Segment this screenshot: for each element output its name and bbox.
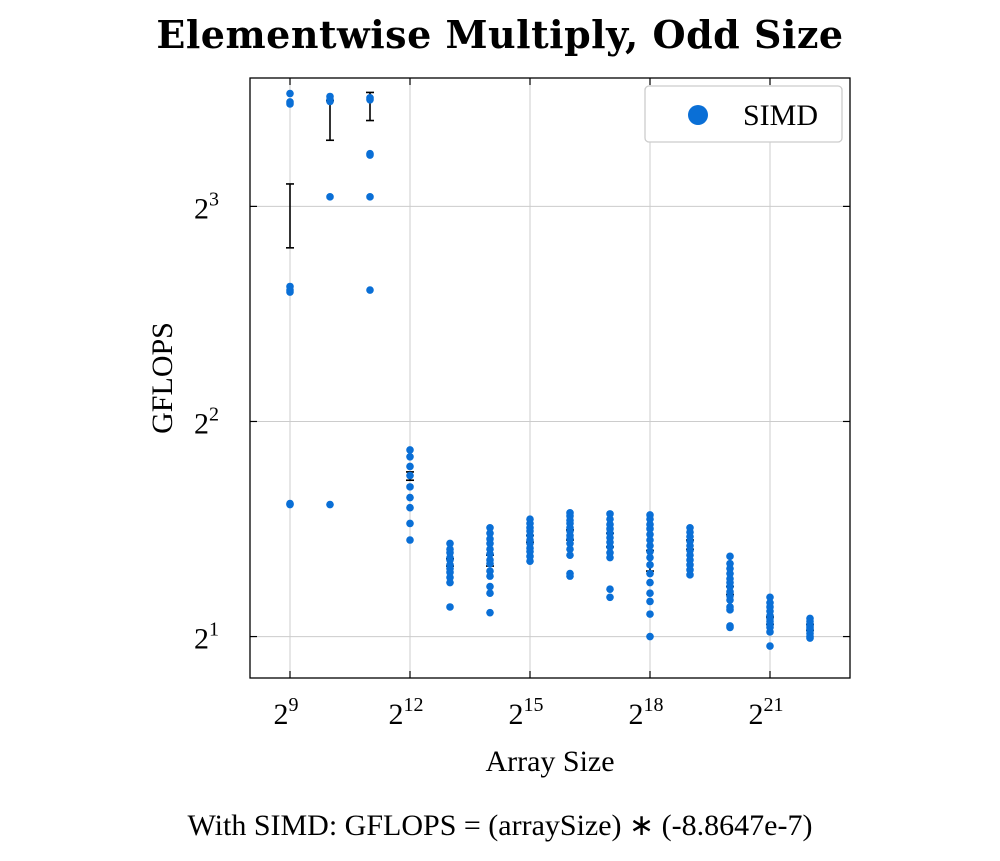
data-point <box>686 571 694 579</box>
grid-lines <box>250 78 850 678</box>
data-point <box>606 593 614 602</box>
data-point <box>726 552 734 561</box>
data-point <box>326 97 334 106</box>
data-point <box>566 572 574 580</box>
data-point <box>566 539 574 548</box>
data-point <box>446 603 454 611</box>
x-tick-label: 215 <box>509 694 544 731</box>
data-point <box>766 593 774 602</box>
y-tick-label: 23 <box>194 188 219 225</box>
data-point <box>286 89 294 98</box>
data-point <box>806 634 814 642</box>
data-point <box>406 503 414 512</box>
data-point <box>486 523 494 532</box>
x-tick-label: 212 <box>389 694 424 731</box>
data-point <box>486 589 494 597</box>
data-point <box>646 569 654 578</box>
x-tick-label: 29 <box>274 694 299 731</box>
data-point <box>526 557 534 565</box>
legend-label: SIMD <box>743 99 818 132</box>
data-point <box>486 572 494 580</box>
data-point <box>406 462 414 471</box>
data-point <box>646 530 654 539</box>
data-point <box>646 515 654 523</box>
data-point <box>486 550 494 558</box>
data-point <box>486 582 494 591</box>
legend-box <box>644 85 843 143</box>
data-point <box>646 547 654 556</box>
error-bar <box>286 183 294 249</box>
x-tick-label: 221 <box>749 694 784 731</box>
data-point <box>486 529 494 538</box>
data-point <box>406 452 414 461</box>
data-point <box>646 561 654 569</box>
data-point <box>726 606 734 614</box>
data-point <box>606 553 614 562</box>
data-point <box>606 543 614 551</box>
data-points <box>286 89 814 650</box>
data-point <box>286 500 294 509</box>
data-point <box>726 582 734 591</box>
plot-frame <box>249 77 851 679</box>
data-point <box>766 628 774 636</box>
y-tick-label: 21 <box>194 619 219 656</box>
data-point <box>646 578 654 587</box>
axis-ticks: 29 212 215 218 221 21 22 23 <box>194 78 850 731</box>
data-point <box>566 551 574 559</box>
data-point <box>446 539 454 548</box>
data-point <box>326 193 334 201</box>
data-point <box>406 493 414 502</box>
legend-marker <box>688 105 708 125</box>
data-point <box>406 519 414 528</box>
data-point <box>406 483 414 491</box>
data-point <box>606 585 614 593</box>
data-point <box>646 610 654 618</box>
regression-footnote: With SIMD: GFLOPS = (arraySize) ∗ (-8.86… <box>187 809 813 842</box>
data-point <box>606 515 614 523</box>
data-point <box>366 193 374 201</box>
data-point <box>406 471 414 480</box>
data-point <box>606 510 614 518</box>
data-point <box>446 578 454 587</box>
data-point <box>566 545 574 554</box>
data-point <box>726 623 734 632</box>
error-bars <box>286 91 814 632</box>
data-point <box>646 541 654 550</box>
chart-title: Elementwise Multiply, Odd Size <box>156 12 844 57</box>
data-point <box>486 539 494 548</box>
data-point <box>286 100 294 108</box>
data-point <box>366 95 374 104</box>
data-point <box>646 525 654 533</box>
data-point <box>286 288 294 296</box>
data-point <box>486 559 494 568</box>
data-point <box>646 589 654 597</box>
data-point <box>646 632 654 641</box>
x-tick-label: 218 <box>629 694 664 731</box>
data-point <box>646 597 654 606</box>
legend: SIMD <box>644 85 843 143</box>
data-point <box>326 500 334 509</box>
y-tick-label: 22 <box>194 403 219 440</box>
data-point <box>366 286 374 294</box>
x-axis-label: Array Size <box>485 745 614 778</box>
data-point <box>366 151 374 159</box>
data-point <box>486 608 494 617</box>
error-bar <box>326 99 334 142</box>
data-point <box>406 536 414 544</box>
y-axis-label: GFLOPS <box>146 322 179 434</box>
data-point <box>766 642 774 650</box>
data-point <box>406 446 414 454</box>
data-point <box>646 553 654 562</box>
data-point <box>646 536 654 544</box>
data-point <box>726 596 734 604</box>
